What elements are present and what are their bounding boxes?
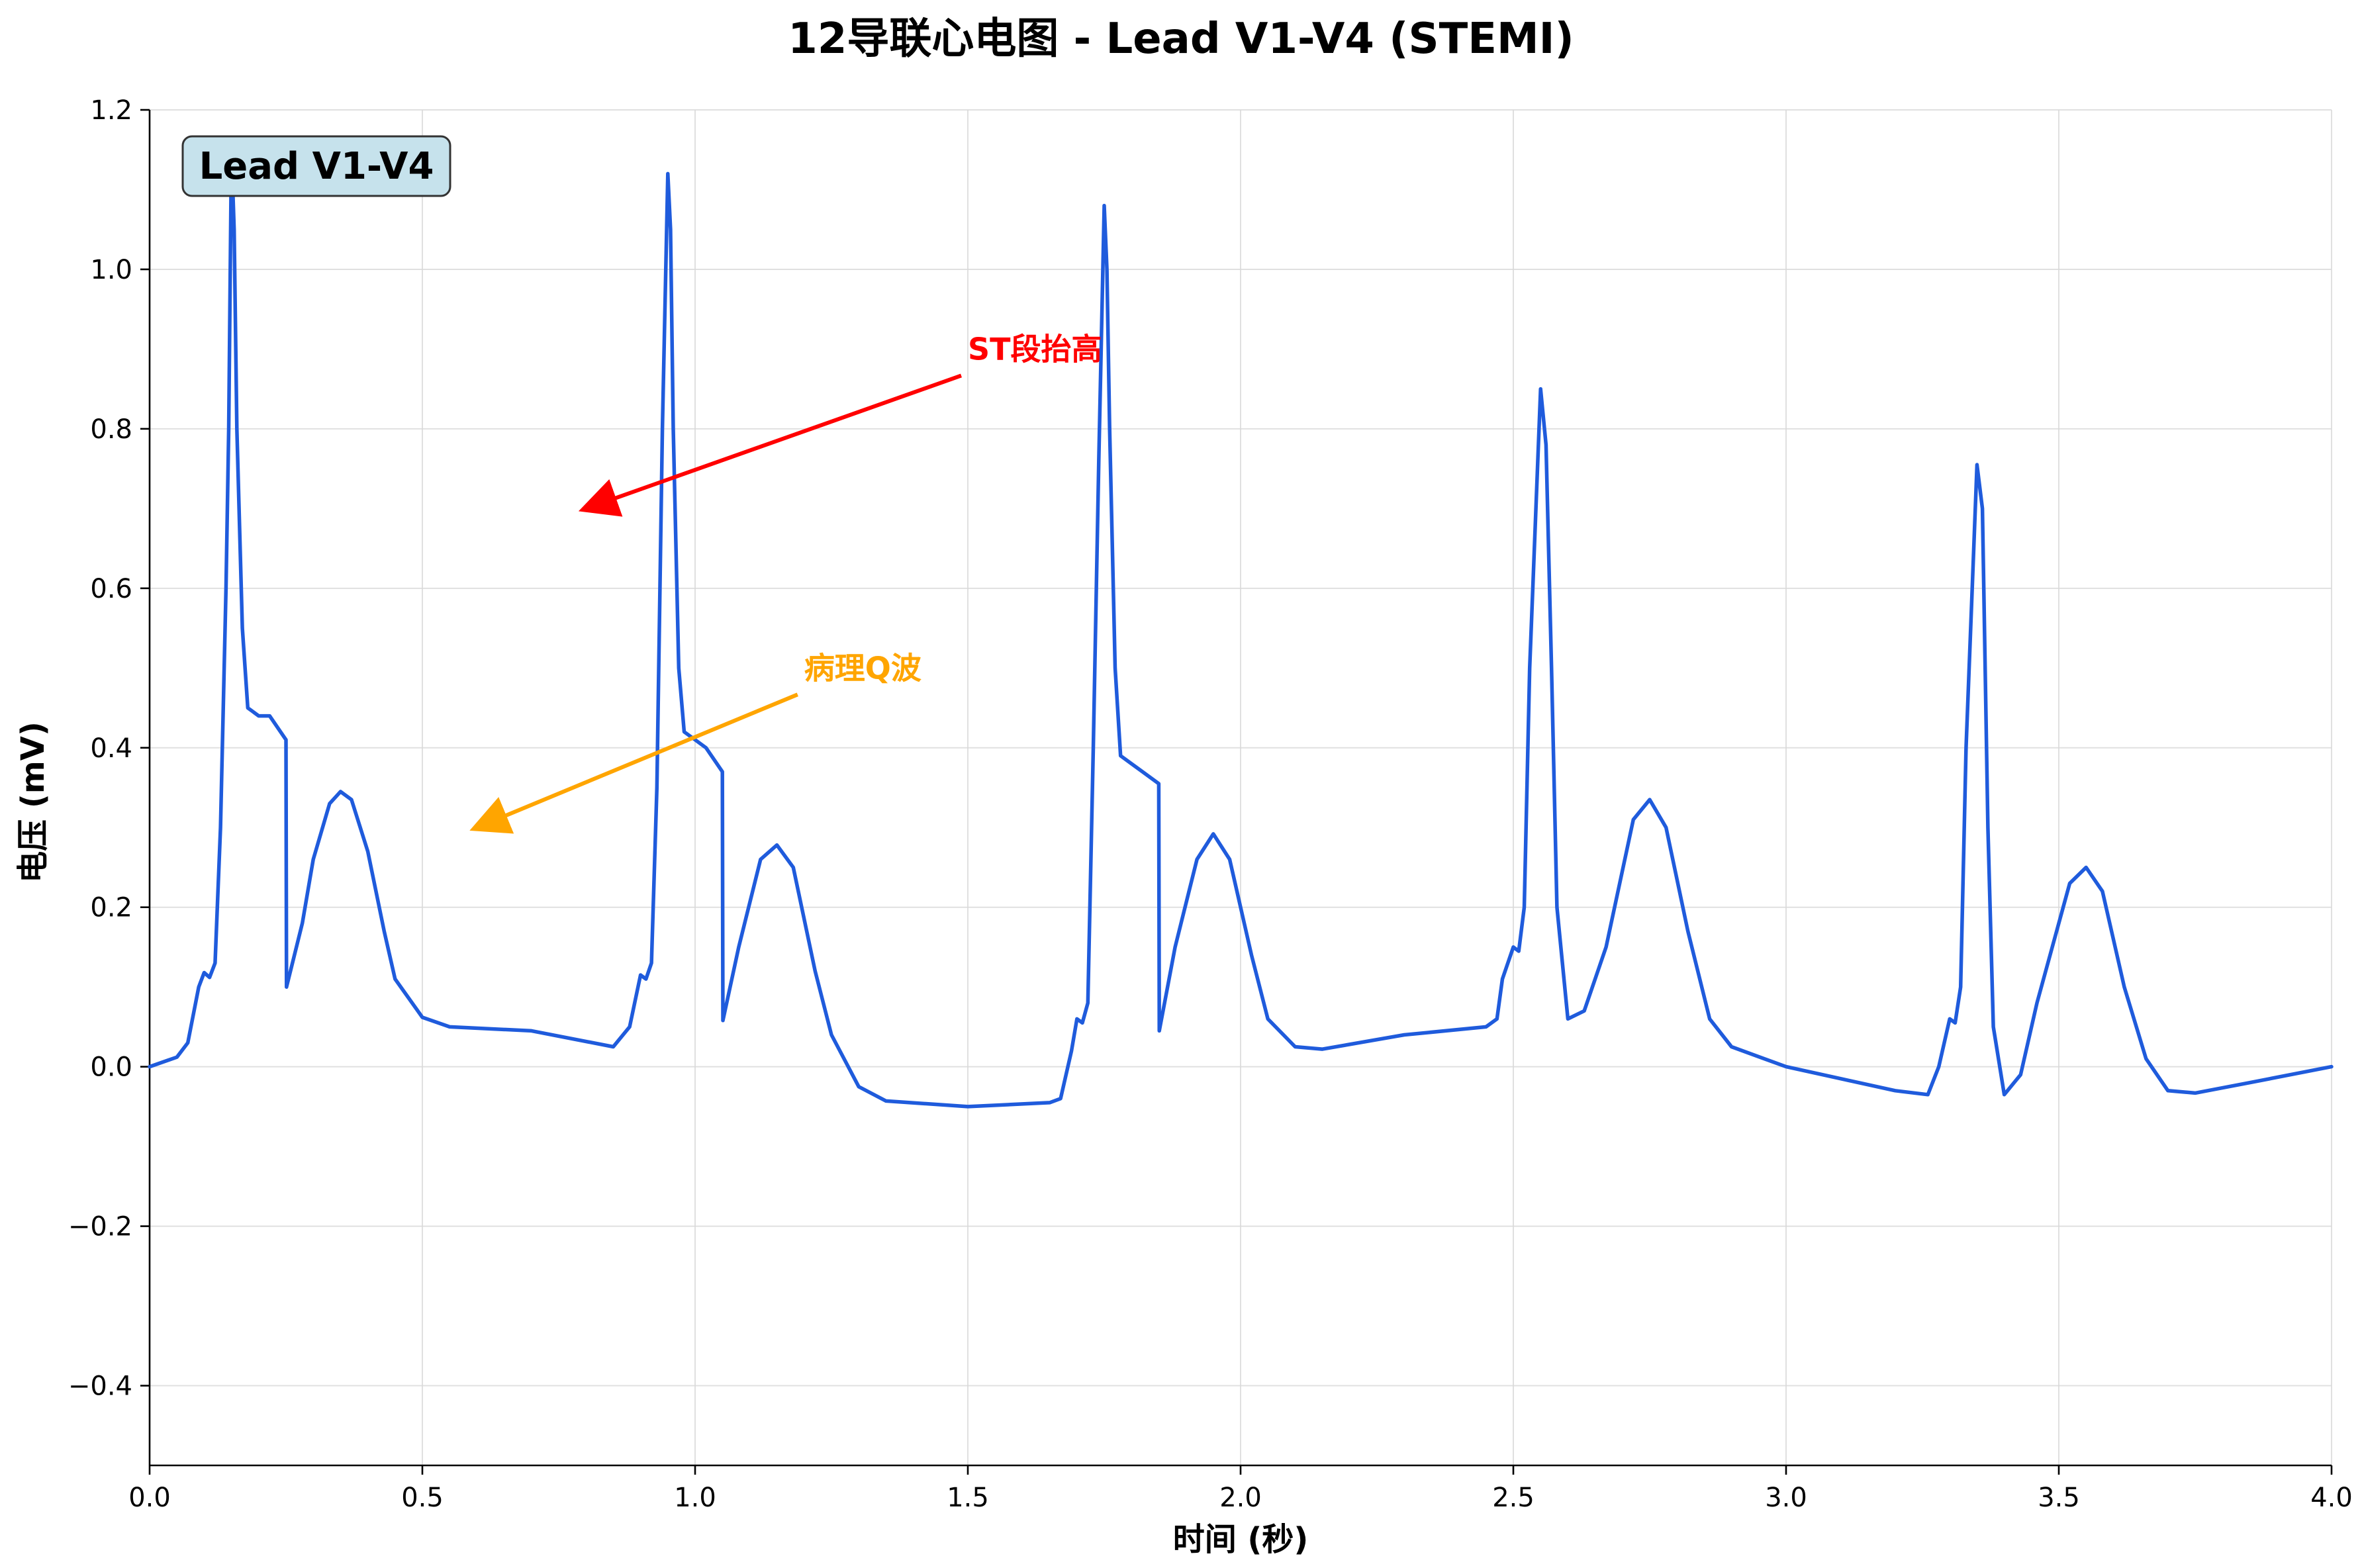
lead-label: Lead V1-V4: [199, 145, 434, 188]
x-tick-label: 0.5: [401, 1483, 444, 1513]
annotation-label: ST段抬高: [968, 331, 1102, 367]
chart-title: 12导联心电图 - Lead V1-V4 (STEMI): [788, 15, 1574, 64]
y-tick-label: 0.0: [90, 1052, 132, 1083]
ecg-trace-line: [148, 148, 2334, 1109]
lead-label-group: Lead V1-V4: [181, 135, 451, 197]
x-tick-label: 4.0: [2310, 1483, 2353, 1513]
y-tick-label: −0.4: [68, 1371, 132, 1402]
axes: 0.0 0.5 1.0 1.5 2.0 2.5 3.0 3.5 4.0 −0.4 −0.2 0.0 0.…: [68, 95, 2353, 1513]
x-tick-label: 0.0: [128, 1483, 171, 1513]
annotation-label: 病理Q波: [804, 650, 921, 686]
annotation-arrow: [578, 373, 963, 517]
x-tick-label: 3.5: [2038, 1483, 2080, 1513]
y-tick-label: 1.2: [90, 95, 132, 126]
y-tick-label: −0.2: [68, 1212, 132, 1242]
x-tick-label: 1.0: [674, 1483, 716, 1513]
x-tick-label: 1.5: [947, 1483, 989, 1513]
annotation-arrow: [469, 692, 798, 834]
y-tick-label: 0.2: [90, 893, 132, 923]
series: [148, 148, 2334, 1109]
y-tick-label: 0.4: [90, 733, 132, 764]
y-tick-label: 1.0: [90, 255, 132, 285]
y-tick-label: 0.8: [90, 414, 132, 445]
x-tick-label: 2.0: [1219, 1483, 1262, 1513]
x-tick-label: 3.0: [1765, 1483, 1807, 1513]
x-tick-label: 2.5: [1492, 1483, 1535, 1513]
grid: [149, 109, 2332, 1465]
lead-label-box: [181, 135, 451, 197]
y-axis-title: 电压 (mV): [15, 721, 52, 883]
x-axis-title: 时间 (秒): [1173, 1521, 1309, 1558]
y-tick-label: 0.6: [90, 574, 132, 604]
